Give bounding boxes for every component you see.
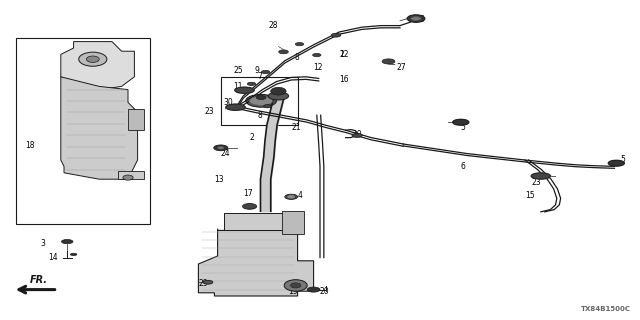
Text: 23: 23 [531, 178, 541, 187]
Ellipse shape [453, 119, 468, 125]
Text: 4: 4 [298, 191, 303, 200]
Ellipse shape [307, 287, 320, 292]
Ellipse shape [256, 96, 266, 100]
Text: 24: 24 [221, 149, 230, 158]
Ellipse shape [608, 160, 624, 166]
Ellipse shape [411, 17, 421, 20]
Circle shape [284, 280, 307, 291]
Ellipse shape [279, 50, 288, 54]
Text: 23: 23 [205, 108, 214, 116]
Bar [282, 211, 304, 234]
Ellipse shape [312, 53, 321, 57]
Ellipse shape [352, 133, 362, 138]
Ellipse shape [531, 173, 550, 179]
Circle shape [86, 56, 99, 62]
Ellipse shape [248, 82, 256, 85]
Text: 5: 5 [621, 156, 626, 164]
Polygon shape [61, 42, 134, 90]
Text: 22: 22 [339, 50, 349, 59]
Ellipse shape [264, 105, 271, 108]
Text: 19: 19 [288, 287, 298, 296]
Text: 14: 14 [48, 253, 58, 262]
Ellipse shape [218, 147, 224, 149]
Circle shape [271, 87, 286, 95]
Text: 9: 9 [254, 66, 259, 75]
Text: 1: 1 [339, 50, 344, 59]
Text: 21: 21 [291, 124, 301, 132]
Text: 18: 18 [26, 141, 35, 150]
Text: 5: 5 [461, 124, 466, 132]
Text: 11: 11 [234, 82, 243, 91]
Text: 7: 7 [257, 72, 262, 81]
Ellipse shape [268, 92, 289, 100]
Text: 12: 12 [314, 63, 323, 72]
Ellipse shape [382, 59, 395, 64]
Text: 15: 15 [525, 191, 534, 200]
Bar [118, 171, 144, 179]
Ellipse shape [261, 70, 270, 74]
Bar [224, 213, 288, 230]
Bar [128, 109, 144, 130]
Text: 29: 29 [198, 279, 208, 288]
Text: 6: 6 [461, 162, 466, 171]
Ellipse shape [235, 87, 254, 93]
Ellipse shape [246, 94, 276, 107]
Text: 30: 30 [224, 98, 234, 107]
Text: 8: 8 [258, 111, 262, 120]
Ellipse shape [214, 145, 228, 151]
Ellipse shape [61, 239, 73, 244]
Text: 26: 26 [416, 15, 426, 24]
Ellipse shape [332, 33, 341, 37]
Polygon shape [198, 229, 314, 296]
Ellipse shape [296, 43, 304, 46]
Text: 25: 25 [234, 66, 243, 75]
Text: 3: 3 [40, 239, 45, 248]
Ellipse shape [204, 280, 212, 284]
Text: 28: 28 [269, 21, 278, 30]
Polygon shape [61, 77, 138, 179]
Bar [221, 77, 298, 125]
Text: 13: 13 [214, 175, 224, 184]
Text: 2: 2 [250, 133, 254, 142]
Text: 27: 27 [397, 63, 406, 72]
Text: 17: 17 [243, 189, 253, 198]
Ellipse shape [250, 96, 273, 105]
Text: FR.: FR. [29, 275, 47, 285]
Text: TX84B1500C: TX84B1500C [580, 306, 630, 312]
Bar [16, 38, 150, 224]
Ellipse shape [70, 253, 77, 255]
Circle shape [79, 52, 107, 66]
Text: 16: 16 [339, 76, 349, 84]
Ellipse shape [285, 194, 298, 199]
Circle shape [123, 175, 133, 180]
Text: 8: 8 [294, 53, 299, 62]
Ellipse shape [407, 15, 425, 22]
Ellipse shape [226, 104, 245, 110]
Circle shape [291, 283, 301, 288]
Ellipse shape [243, 204, 257, 209]
Circle shape [287, 195, 296, 199]
Text: 10: 10 [352, 130, 362, 139]
Text: 20: 20 [320, 287, 330, 296]
